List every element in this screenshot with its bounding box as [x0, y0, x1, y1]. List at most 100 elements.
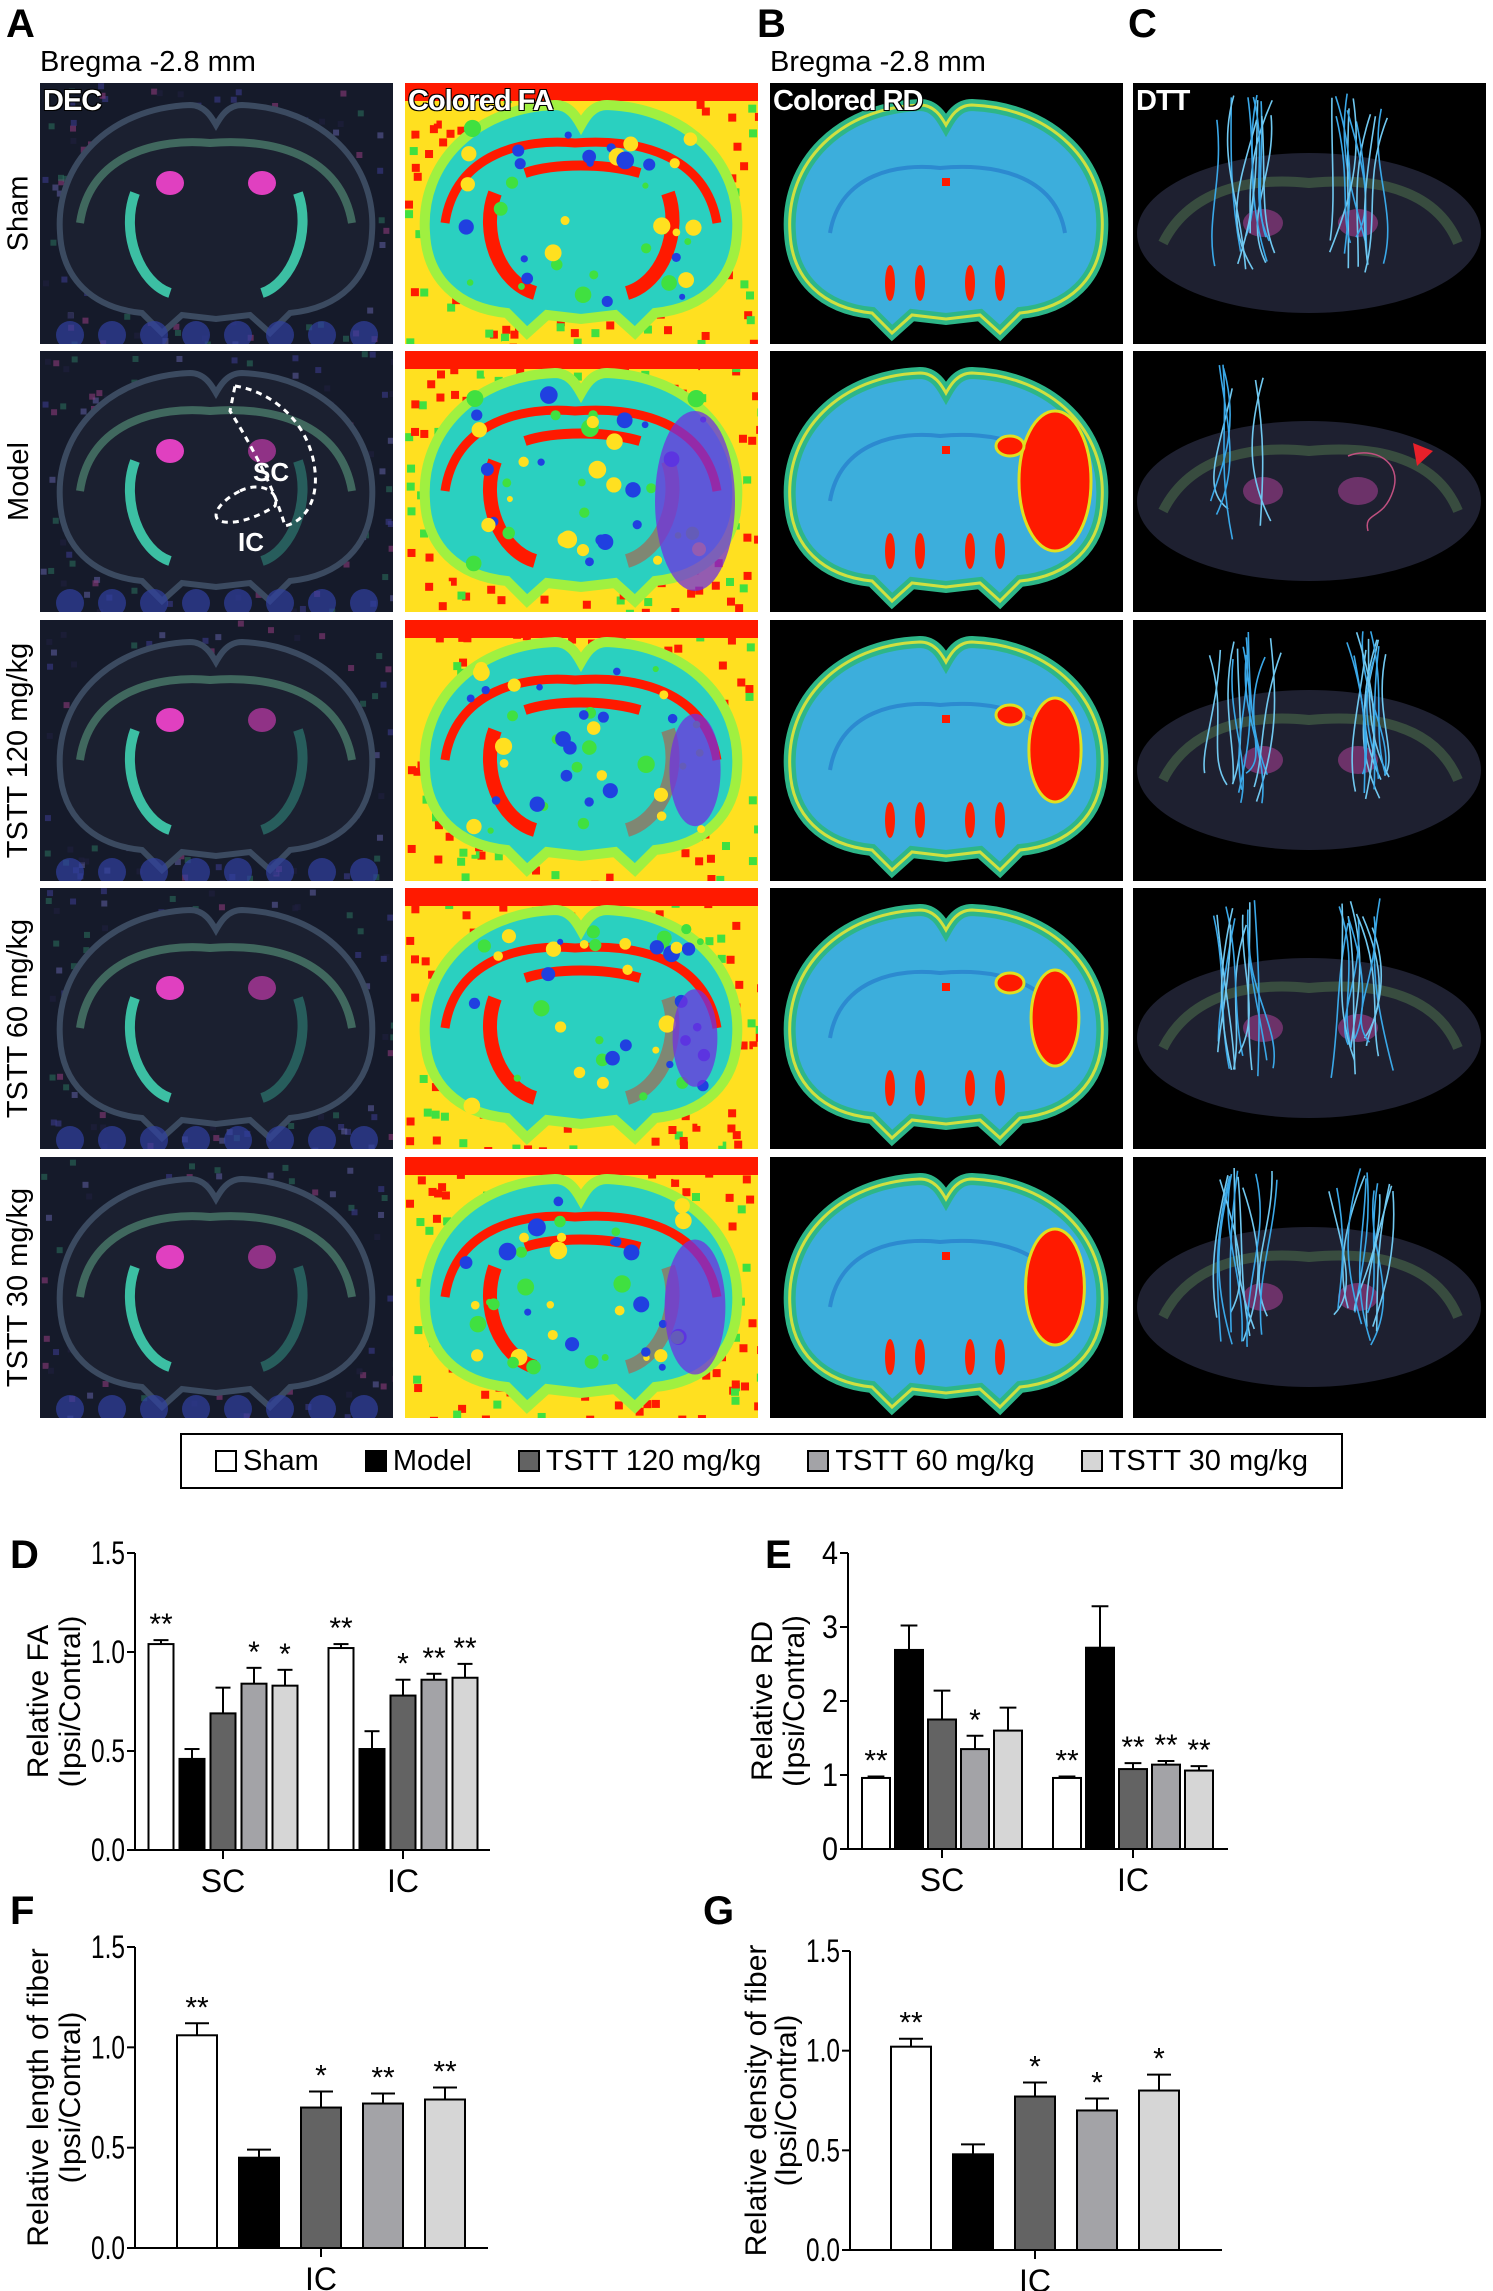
mri-image-colored-rd-row-1: Colored RD [770, 83, 1123, 344]
row-label-text: TSTT 120 mg/kg [2, 642, 35, 859]
bar-tstt-60-mg-kg-sc [960, 1748, 990, 1850]
row-label-1: Model [0, 351, 38, 612]
column-title-colored-rd: Colored RD [773, 85, 923, 117]
x-tick-label: IC [305, 2261, 337, 2291]
mri-image-colored-fa-row-4 [405, 888, 758, 1149]
mri-image-dtt-row-1: DTT [1133, 83, 1486, 344]
brain-scan-dtt [1133, 888, 1486, 1149]
brain-scan-dtt [1133, 351, 1486, 612]
legend-item: TSTT 60 mg/kg [807, 1444, 1035, 1478]
brain-scan-colored-rd [770, 1157, 1123, 1418]
y-tick-label: 0.5 [91, 1733, 125, 1769]
row-label-0: Sham [0, 83, 38, 344]
brain-scan-dec [40, 1157, 393, 1418]
significance-marker: ** [329, 1612, 353, 1645]
brain-scan-dtt [1133, 620, 1486, 881]
column-title-colored-fa: Colored FA [408, 85, 554, 117]
brain-scan-colored-fa [405, 351, 758, 612]
legend-item: TSTT 120 mg/kg [517, 1444, 762, 1478]
y-tick-label: 1.0 [91, 2029, 125, 2065]
legend-swatch [807, 1450, 830, 1472]
roi-label-ic: IC [238, 527, 264, 557]
bar-model-ic [952, 2153, 994, 2252]
legend-item: TSTT 30 mg/kg [1080, 1445, 1308, 1478]
significance-marker: * [397, 1648, 409, 1681]
mri-image-colored-rd-row-4 [770, 888, 1123, 1149]
legend-label: Model [392, 1444, 472, 1477]
panel-letter-e: E [765, 1533, 792, 1577]
brain-scan-dec [40, 620, 393, 881]
brain-scan-colored-fa [405, 1157, 758, 1418]
significance-marker: ** [422, 1642, 446, 1675]
y-tick-label: 0.0 [91, 1832, 125, 1868]
bar-tstt-60-mg-kg-ic [362, 2102, 404, 2250]
brain-scan-colored-rd [770, 83, 1123, 344]
axes [134, 1553, 490, 1851]
bar-tstt-120-mg-kg-ic [300, 2106, 342, 2250]
panel-letter-a: A [6, 2, 35, 46]
panel-letter-b: B [757, 2, 786, 46]
brain-scan-dec [40, 83, 393, 344]
mri-image-colored-rd-row-3 [770, 620, 1123, 881]
significance-marker: ** [149, 1608, 173, 1641]
row-label-2: TSTT 120 mg/kg [0, 620, 38, 881]
bar-tstt-120-mg-kg-sc [927, 1718, 957, 1850]
mri-image-dec-row-1: DEC [40, 83, 393, 344]
axes [847, 1553, 1228, 1850]
brain-scan-colored-fa [405, 620, 758, 881]
significance-marker: ** [453, 1632, 477, 1665]
row-label-4: TSTT 30 mg/kg [0, 1157, 38, 1418]
mri-image-dtt-row-2 [1133, 351, 1486, 612]
y-tick-label: 1.5 [806, 1933, 840, 1969]
legend-item: Sham [215, 1445, 319, 1478]
legend: Sham Model TSTT 120 mg/kg TSTT 60 mg/kg TSTT… [180, 1433, 1343, 1489]
brain-scan-colored-fa [405, 83, 758, 344]
mri-image-colored-fa-row-5 [405, 1157, 758, 1418]
legend-swatch [1080, 1450, 1103, 1472]
brain-scan-colored-rd [770, 620, 1123, 881]
y-axis-label: Relative density of fiber [740, 1945, 773, 2257]
axes [134, 1947, 488, 2249]
x-tick-label: IC [1019, 2263, 1051, 2291]
y-tick-label: 4 [822, 1535, 838, 1571]
row-label-3: TSTT 60 mg/kg [0, 888, 38, 1149]
column-title-dec: DEC [43, 85, 102, 117]
significance-marker: * [969, 1704, 981, 1737]
bar-model-ic [358, 1748, 386, 1852]
y-tick-label: 1 [822, 1757, 838, 1793]
y-tick-label: 0.0 [806, 2232, 840, 2268]
panel-letter-c: C [1128, 2, 1157, 46]
mri-image-colored-rd-row-5 [770, 1157, 1123, 1418]
y-tick-label: 3 [822, 1609, 838, 1645]
chart-d: D 0.0 0.5 1.0 1.5 Relative FA (Ipsi/Contral) SC… [10, 1533, 490, 1899]
row-label-text: Model [2, 442, 35, 521]
x-tick-label: SC [201, 1863, 245, 1899]
y-axis-label: (Ipsi/Contral) [778, 1615, 811, 1787]
mri-image-dec-row-5 [40, 1157, 393, 1418]
bar-tstt-30-mg-kg-sc [993, 1729, 1023, 1850]
significance-marker: * [315, 2059, 327, 2092]
axes [849, 1951, 1222, 2251]
significance-marker: ** [1055, 1744, 1079, 1777]
row-label-text: TSTT 30 mg/kg [2, 1187, 35, 1388]
legend-label: TSTT 60 mg/kg [835, 1444, 1035, 1477]
chart-g: G 0.0 0.5 1.0 1.5 Relative density of fiber(I… [703, 1889, 1222, 2291]
bar-tstt-30-mg-kg-ic [451, 1676, 479, 1851]
y-axis-label: Relative RD [746, 1621, 779, 1781]
significance-marker: ** [185, 1991, 209, 2024]
bar-tstt-30-mg-kg-sc [271, 1684, 299, 1852]
bar-tstt-60-mg-kg-ic [420, 1678, 448, 1851]
mri-image-dtt-row-3 [1133, 620, 1486, 881]
significance-marker: * [1029, 2051, 1041, 2084]
row-label-text: TSTT 60 mg/kg [2, 918, 35, 1119]
brain-scan-dtt [1133, 1157, 1486, 1418]
significance-marker: ** [1121, 1731, 1145, 1764]
y-tick-label: 0.5 [806, 2132, 840, 2168]
legend-label: TSTT 120 mg/kg [545, 1444, 762, 1477]
y-axis-label: (Ipsi/Contral) [54, 2012, 87, 2184]
bar-sham-ic [327, 1647, 355, 1852]
legend-swatch [364, 1450, 387, 1472]
mri-image-dec-row-4 [40, 888, 393, 1149]
significance-marker: ** [1154, 1729, 1178, 1762]
